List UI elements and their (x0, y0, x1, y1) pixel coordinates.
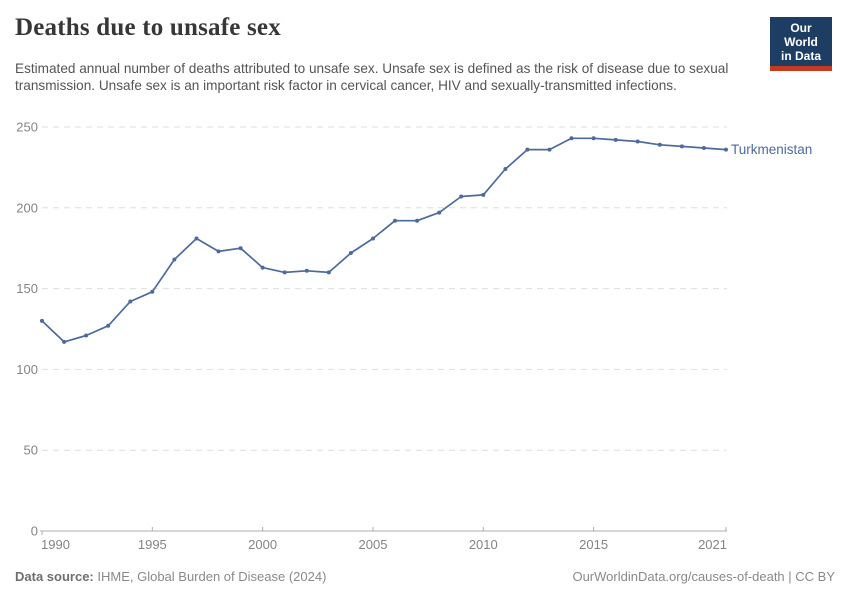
data-point[interactable] (326, 270, 331, 275)
data-point[interactable] (724, 147, 728, 152)
data-point[interactable] (547, 147, 552, 152)
x-axis-tick-label: 2015 (579, 537, 608, 552)
data-point[interactable] (679, 144, 684, 149)
owid-logo-line1: Our World (784, 21, 818, 50)
data-point[interactable] (128, 299, 133, 304)
data-point[interactable] (371, 236, 375, 241)
data-point[interactable] (348, 251, 353, 255)
data-point[interactable] (503, 167, 508, 171)
data-point[interactable] (393, 218, 397, 223)
data-point[interactable] (150, 289, 155, 294)
page-title: Deaths due to unsafe sex (15, 14, 281, 41)
data-point[interactable] (613, 137, 618, 142)
y-axis-tick-label: 100 (16, 362, 38, 377)
data-source-value: IHME, Global Burden of Disease (2024) (93, 569, 327, 584)
data-point[interactable] (415, 218, 420, 223)
data-point[interactable] (40, 318, 44, 323)
data-point[interactable] (106, 323, 111, 328)
data-source-note: Data source: IHME, Global Burden of Dise… (15, 569, 326, 584)
data-line[interactable] (41, 137, 727, 343)
data-point[interactable] (701, 146, 706, 150)
data-point[interactable] (657, 142, 662, 147)
y-axis-tick-label: 0 (31, 524, 38, 539)
x-axis-tick-label: 2021 (698, 537, 727, 552)
data-point[interactable] (635, 139, 640, 144)
y-axis-tick-label: 200 (16, 200, 38, 215)
data-point[interactable] (172, 257, 177, 262)
owid-logo[interactable]: Our World in Data (770, 17, 832, 72)
x-axis-tick-label: 1995 (138, 537, 167, 552)
data-point[interactable] (216, 249, 221, 254)
data-point[interactable] (282, 270, 287, 275)
data-point[interactable] (569, 136, 574, 141)
data-point[interactable] (62, 339, 67, 344)
y-axis-tick-label: 50 (24, 443, 38, 458)
data-point[interactable] (437, 210, 442, 215)
x-axis-tick-label: 1990 (41, 537, 70, 552)
data-source-label: Data source: (15, 569, 94, 584)
data-point[interactable] (238, 246, 243, 251)
x-axis-tick-label: 2010 (469, 537, 498, 552)
credit-link[interactable]: OurWorldinData.org/causes-of-death | CC … (572, 569, 835, 584)
data-point[interactable] (481, 192, 486, 197)
x-axis-tick-label: 2005 (359, 537, 388, 552)
data-point[interactable] (194, 236, 199, 241)
data-point[interactable] (260, 265, 265, 270)
series-entity-label[interactable]: Turkmenistan (731, 142, 812, 157)
x-axis-tick-label: 2000 (248, 537, 277, 552)
data-point[interactable] (84, 333, 89, 338)
y-axis-tick-label: 150 (16, 281, 38, 296)
owid-logo-line2: in Data (780, 49, 821, 64)
data-point[interactable] (304, 268, 309, 273)
data-point[interactable] (591, 136, 596, 141)
chart-subtitle: Estimated annual number of deaths attrib… (15, 61, 729, 93)
data-point[interactable] (459, 194, 464, 199)
data-point[interactable] (525, 147, 530, 152)
y-axis-tick-label: 250 (16, 120, 38, 135)
